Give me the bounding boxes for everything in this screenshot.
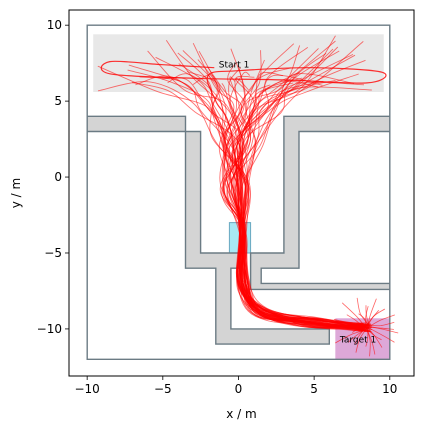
trajectory	[167, 73, 371, 327]
boundary	[86, 24, 391, 360]
y-tick-label: 0	[54, 170, 62, 184]
x-tick-label: 5	[310, 382, 318, 396]
target-trajectory	[365, 325, 369, 347]
trajectory	[128, 64, 368, 327]
annotations-layer: Start 1 Target 1	[219, 61, 376, 346]
y-tick-label: 5	[54, 94, 62, 108]
trajectories-layer	[97, 35, 399, 357]
loop-trajectory	[100, 60, 387, 328]
target-trajectory	[341, 302, 366, 328]
target-trajectory	[358, 313, 366, 327]
y-tick-label: 10	[47, 18, 62, 32]
y-tick-label: −5	[44, 246, 62, 260]
target-trajectory	[365, 326, 376, 355]
trajectory	[155, 56, 364, 324]
start-region-label: Start 1	[219, 61, 250, 71]
wall-2	[249, 115, 391, 291]
trajectory	[219, 71, 368, 329]
target-trajectory	[354, 326, 367, 345]
target-trajectory	[333, 318, 369, 328]
target-trajectory	[368, 327, 394, 330]
target-trajectory	[367, 328, 383, 348]
x-tick-label: −5	[154, 382, 172, 396]
x-tick-label: 10	[382, 382, 397, 396]
walls-layer	[86, 24, 391, 360]
ticks-layer: −10 −5 0 5 10 −10 −5 0 5 10	[37, 18, 398, 396]
x-tick-label: 0	[235, 382, 243, 396]
trajectory	[221, 71, 370, 329]
y-axis-label: y / m	[9, 178, 23, 208]
trajectory	[233, 46, 363, 330]
target-trajectory	[365, 325, 395, 343]
target-region-label: Target 1	[339, 336, 376, 346]
axes-frame	[68, 9, 415, 377]
target-trajectory	[341, 324, 366, 329]
target-trajectory	[365, 325, 399, 334]
y-tick-label: −10	[37, 322, 62, 336]
target-trajectory	[346, 314, 367, 330]
target-trajectory	[356, 297, 370, 326]
wall-1	[86, 115, 330, 345]
x-axis-label: x / m	[226, 407, 256, 421]
target-trajectory	[365, 327, 382, 341]
target-trajectory	[355, 324, 370, 353]
x-tick-label: −10	[74, 382, 99, 396]
trajectory	[197, 59, 372, 333]
